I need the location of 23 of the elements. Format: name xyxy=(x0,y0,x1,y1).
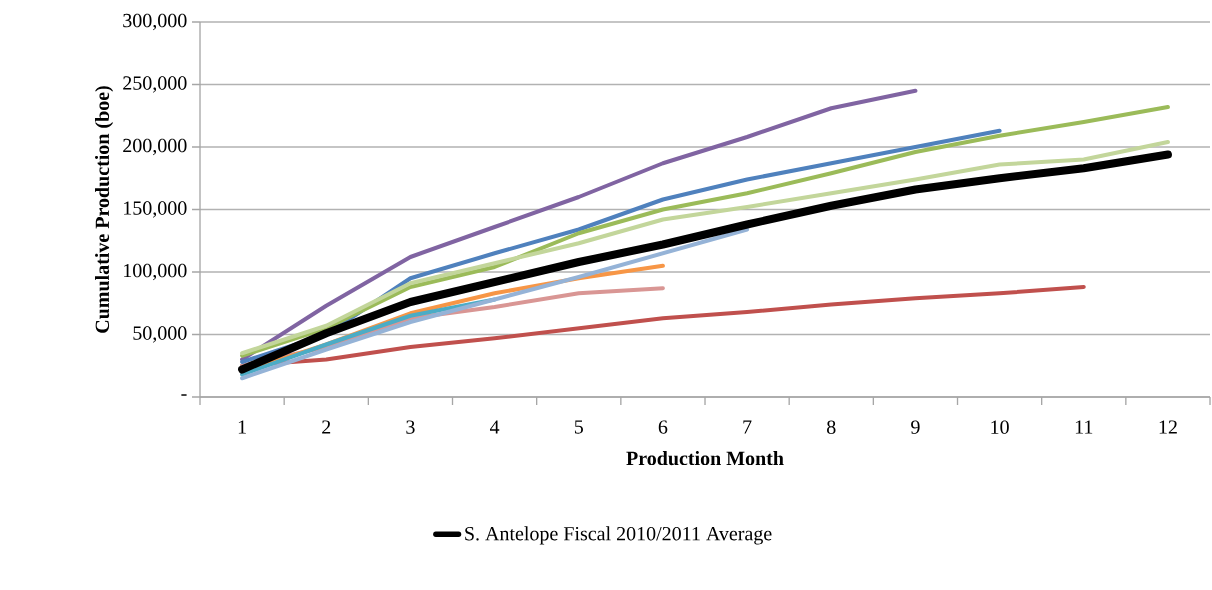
x-tick-label: 7 xyxy=(743,420,752,434)
y-tick-label: 300,000 xyxy=(123,13,187,31)
x-tick-label: 1 xyxy=(238,420,246,434)
x-tick-label: 10 xyxy=(991,420,1009,434)
x-tick-label: 12 xyxy=(1159,420,1177,434)
y-tick-label: 250,000 xyxy=(123,76,187,93)
x-tick-label: 3 xyxy=(406,420,415,434)
y-tick-label: 100,000 xyxy=(124,263,187,281)
y-axis-title: Cumulative Production (boe) xyxy=(95,86,114,333)
line-series xyxy=(240,88,918,362)
x-tick-label: 2 xyxy=(322,420,331,434)
y-tick-label: - xyxy=(181,394,187,396)
y-tick-label: 200,000 xyxy=(123,138,187,156)
x-tick-label: 8 xyxy=(827,420,836,434)
y-tick-label: 150,000 xyxy=(124,201,187,218)
x-tick-label: 6 xyxy=(658,420,668,434)
x-tick-label: 11 xyxy=(1075,420,1093,434)
x-tick-label: 9 xyxy=(911,420,920,434)
legend-label: S. Antelope Fiscal 2010/2011 Average xyxy=(465,526,772,545)
x-tick-label: 5 xyxy=(574,420,583,434)
y-tick-label: 50,000 xyxy=(133,326,187,343)
x-axis-title: Production Month xyxy=(626,451,784,466)
x-tick-label: 4 xyxy=(489,420,500,434)
